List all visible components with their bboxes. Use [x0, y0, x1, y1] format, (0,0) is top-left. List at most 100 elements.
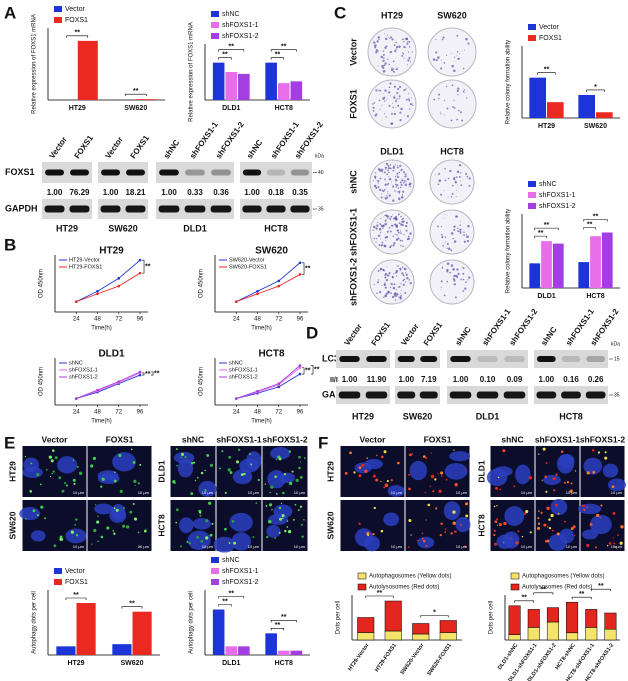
colony — [457, 230, 460, 233]
colony — [395, 186, 398, 188]
x-tick-label: 48 — [94, 410, 101, 416]
puncta — [228, 542, 231, 544]
bar-segment — [508, 634, 521, 641]
colony — [392, 106, 394, 109]
colony — [458, 109, 460, 112]
colony — [411, 51, 413, 53]
puncta — [548, 526, 552, 530]
colony — [456, 51, 459, 53]
puncta — [129, 510, 133, 514]
bar-segment — [527, 609, 540, 628]
significance-bracket — [270, 49, 297, 52]
blot-ratio-label: II/I — [330, 377, 338, 384]
bar-segment — [412, 623, 430, 635]
colony — [446, 262, 450, 265]
blot-band — [477, 356, 498, 362]
colony — [388, 226, 391, 229]
blot-band — [101, 169, 120, 176]
colony — [394, 50, 397, 53]
puncta — [175, 521, 178, 524]
colony — [379, 223, 380, 224]
colony — [409, 61, 412, 63]
puncta — [70, 530, 75, 534]
puncta — [589, 522, 593, 526]
colony — [403, 57, 405, 59]
puncta — [592, 470, 596, 474]
colony — [408, 279, 410, 281]
blot-band — [561, 356, 581, 362]
blot-membrane — [240, 162, 312, 183]
blot-marker: 35 — [614, 392, 620, 398]
significance-bracket — [65, 597, 87, 600]
colony — [440, 286, 442, 288]
puncta — [200, 539, 203, 543]
puncta — [221, 450, 224, 453]
colony — [385, 240, 387, 242]
puncta — [133, 479, 137, 483]
colony — [459, 111, 462, 114]
puncta — [554, 503, 558, 507]
nucleus — [19, 507, 41, 521]
colony — [387, 274, 390, 277]
series-line — [236, 262, 301, 303]
bar — [136, 99, 157, 100]
significance-label: * — [433, 609, 436, 616]
colony — [433, 98, 436, 101]
colony — [440, 280, 443, 283]
colony — [441, 236, 444, 239]
colony — [405, 272, 407, 274]
puncta — [422, 539, 426, 543]
nucleus — [504, 506, 525, 526]
colony — [402, 274, 405, 277]
significance-label: ** — [229, 590, 235, 597]
puncta — [286, 526, 289, 528]
point — [298, 366, 302, 369]
series-line — [76, 272, 141, 303]
colony — [408, 46, 411, 48]
puncta — [65, 484, 69, 487]
x-axis-label: Time(h) — [251, 419, 271, 425]
puncta — [542, 447, 546, 451]
bar — [552, 243, 564, 288]
scale-bar-label: 10 μm — [248, 490, 260, 495]
puncta — [550, 513, 554, 518]
colony — [387, 167, 390, 170]
colony — [457, 57, 460, 60]
colony — [397, 296, 399, 298]
puncta — [372, 533, 375, 536]
legend-swatch — [528, 192, 536, 198]
legend-label: SW620-Vector — [229, 257, 265, 263]
colony — [377, 279, 380, 281]
colony — [405, 181, 407, 183]
colony — [403, 46, 406, 49]
puncta — [553, 489, 556, 492]
puncta — [269, 491, 271, 494]
colony — [456, 55, 458, 57]
colony — [453, 225, 456, 228]
micrograph-column-label: FOXS1 — [106, 434, 134, 444]
puncta — [184, 455, 187, 459]
colony — [391, 68, 394, 72]
colony — [455, 189, 457, 191]
colony — [388, 37, 390, 38]
puncta — [425, 544, 428, 547]
blot-value: 0.26 — [588, 375, 604, 384]
significance-label: ** — [579, 591, 585, 598]
puncta — [276, 492, 278, 495]
y-axis-label: Relative expression of FOXS1 mRNA — [189, 22, 195, 122]
colony — [404, 221, 405, 223]
colony — [389, 37, 391, 40]
bar — [290, 650, 303, 655]
puncta — [93, 528, 97, 533]
puncta — [139, 545, 141, 548]
legend-label: Autolysosomes (Red dots) — [369, 585, 439, 591]
colony — [385, 219, 387, 221]
puncta — [380, 529, 384, 533]
colony — [389, 50, 393, 54]
colony — [445, 85, 448, 88]
puncta — [278, 531, 281, 534]
puncta — [196, 536, 199, 539]
puncta — [204, 469, 206, 472]
colony — [383, 171, 386, 174]
bar — [238, 73, 250, 100]
